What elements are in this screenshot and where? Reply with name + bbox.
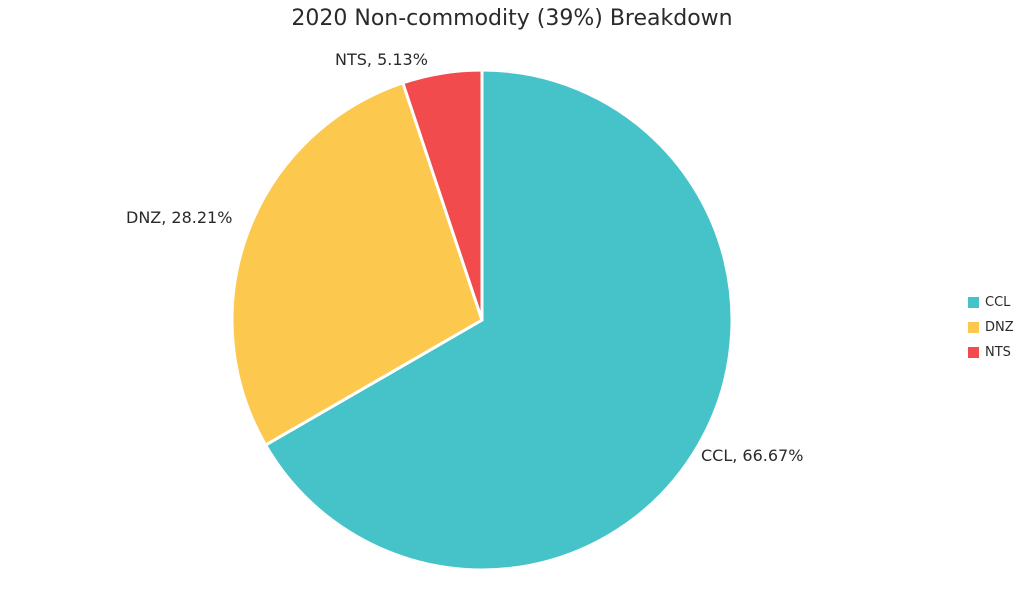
- pie-slice-nts[interactable]: [400, 68, 484, 321]
- legend-label: DNZ: [985, 320, 1014, 335]
- slice-label-nts: NTS, 5.13%: [335, 50, 428, 69]
- legend-label: NTS: [985, 345, 1011, 360]
- legend-swatch-icon: [968, 322, 979, 333]
- legend-label: CCL: [985, 295, 1011, 310]
- slice-label-dnz: DNZ, 28.21%: [126, 208, 233, 227]
- legend-item-dnz[interactable]: DNZ: [968, 315, 1014, 340]
- pie-slice-ccl[interactable]: [263, 68, 734, 572]
- pie-slice-dnz[interactable]: [230, 80, 484, 448]
- legend-swatch-icon: [968, 297, 979, 308]
- slice-label-ccl: CCL, 66.67%: [701, 446, 804, 465]
- chart-title: 2020 Non-commodity (39%) Breakdown: [291, 6, 733, 31]
- legend-item-ccl[interactable]: CCL: [968, 290, 1014, 315]
- legend: CCL DNZ NTS: [968, 290, 1014, 365]
- legend-swatch-icon: [968, 347, 979, 358]
- legend-item-nts[interactable]: NTS: [968, 340, 1014, 365]
